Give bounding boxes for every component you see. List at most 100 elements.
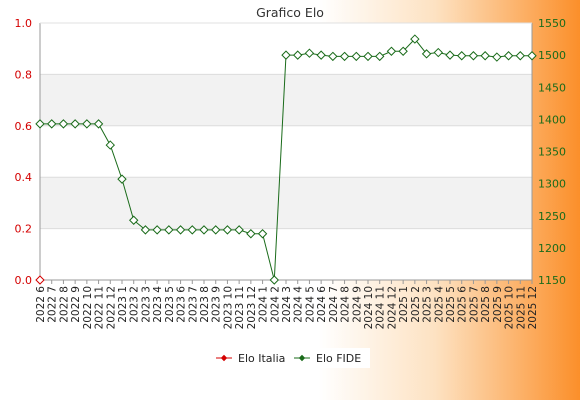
data-point [47, 119, 57, 129]
data-point [328, 51, 338, 62]
data-point [246, 229, 256, 239]
y-left-tick-label: 0.2 [15, 223, 33, 236]
x-tick-label: 2023 4 [152, 286, 164, 323]
data-point [433, 47, 443, 58]
plot-background [40, 23, 532, 280]
x-tick-label: 2023 3 [140, 286, 152, 323]
x-tick-label: 2025 3 [422, 286, 434, 323]
data-point [35, 119, 45, 129]
x-tick-label: 2023 7 [187, 286, 199, 323]
data-point [117, 174, 127, 184]
x-tick-label: 2023 2 [129, 286, 141, 323]
x-tick-label: 2022 9 [70, 286, 82, 323]
x-tick-label: 2025 6 [457, 286, 469, 323]
x-tick-label: 2025 5 [445, 286, 457, 323]
tick-labels: 0.0 0.2 0.4 0.6 0.8 1.0 1150 1200 1250 1300 1350 14… [15, 17, 567, 329]
x-tick-label: 2024 12 [386, 286, 398, 329]
x-tick-label: 2023 8 [199, 286, 211, 323]
data-point [140, 225, 151, 235]
data-point [375, 51, 385, 62]
y-right-tick-label: 1400 [538, 113, 566, 126]
data-point [222, 225, 233, 235]
x-tick-label: 2025 9 [492, 286, 504, 323]
x-tick-label: 2024 11 [375, 286, 387, 329]
data-point [515, 51, 525, 61]
y-left-tick-label: 0.4 [15, 171, 33, 184]
data-point [363, 51, 373, 62]
x-tick-label: 2023 1 [117, 286, 129, 323]
series-layer [35, 34, 537, 285]
data-point [175, 225, 186, 235]
data-point [234, 225, 244, 235]
x-tick-label: 2023 9 [211, 286, 223, 323]
x-tick-label: 2024 9 [351, 286, 363, 323]
y-left-tick-label: 0.6 [15, 120, 33, 133]
data-point [316, 50, 326, 60]
chart-title: Grafico Elo [256, 5, 324, 20]
x-tick-label: 2024 7 [328, 286, 340, 323]
x-tick-label: 2022 8 [58, 286, 70, 323]
legend-box [210, 348, 370, 368]
x-tick-label: 2023 10 [222, 286, 234, 329]
data-point [82, 119, 92, 129]
x-tick-label: 2025 2 [410, 286, 422, 323]
data-point [70, 119, 80, 129]
x-tick-label: 2023 12 [246, 286, 258, 329]
data-point [351, 51, 361, 62]
axes [39, 22, 533, 284]
data-point [152, 225, 162, 235]
data-point [527, 51, 537, 61]
data-point [269, 275, 279, 285]
series-elo-fide [35, 34, 537, 285]
y-right-tick-label: 1200 [538, 242, 566, 255]
data-point [293, 50, 303, 60]
x-tick-label: 2025 8 [480, 286, 492, 323]
grid-band [40, 74, 532, 126]
x-tick-label: 2022 12 [105, 286, 117, 329]
x-tick-label: 2023 11 [234, 286, 246, 329]
data-point [492, 52, 502, 62]
data-point [281, 50, 291, 60]
data-point [35, 275, 45, 285]
y-left-tick-label: 0.8 [15, 68, 33, 81]
x-tick-label: 2022 11 [94, 286, 106, 329]
data-point [164, 225, 174, 235]
series-elo-italia [35, 275, 45, 285]
data-point [129, 215, 139, 225]
plot-area [40, 23, 532, 280]
y-right-tick-label: 1300 [538, 178, 566, 191]
y-right-tick-label: 1150 [538, 274, 566, 287]
data-point [199, 225, 209, 235]
x-tick-label: 2024 6 [316, 286, 328, 323]
data-point [503, 51, 514, 61]
x-tick-label: 2024 10 [363, 286, 375, 329]
data-point [105, 140, 115, 150]
x-tick-label: 2022 7 [47, 286, 59, 323]
data-point [211, 225, 221, 235]
data-point [257, 229, 268, 239]
x-tick-label: 2025 10 [504, 286, 516, 329]
legend-marker [298, 354, 306, 362]
data-point [468, 51, 479, 61]
x-tick-label: 2024 5 [304, 286, 316, 323]
y-left-tick-label: 1.0 [15, 17, 33, 30]
y-right-tick-label: 1350 [538, 146, 566, 159]
grid-band [40, 177, 532, 229]
y-right-tick-label: 1250 [538, 210, 566, 223]
x-tick-label: 2024 3 [281, 286, 293, 323]
x-tick-label: 2024 4 [293, 286, 305, 323]
legend-marker [220, 354, 228, 362]
y-right-tick-label: 1450 [538, 81, 566, 94]
data-point [187, 225, 197, 235]
data-point [410, 34, 420, 44]
x-tick-label: 2024 2 [269, 286, 281, 323]
data-point [398, 46, 408, 56]
data-point [93, 119, 104, 129]
y-right-tick-label: 1500 [538, 49, 566, 62]
x-tick-label: 2025 1 [398, 286, 410, 323]
x-tick-label: 2025 4 [433, 286, 445, 323]
x-tick-label: 2025 12 [527, 286, 539, 329]
legend-label: Elo FIDE [316, 352, 361, 365]
